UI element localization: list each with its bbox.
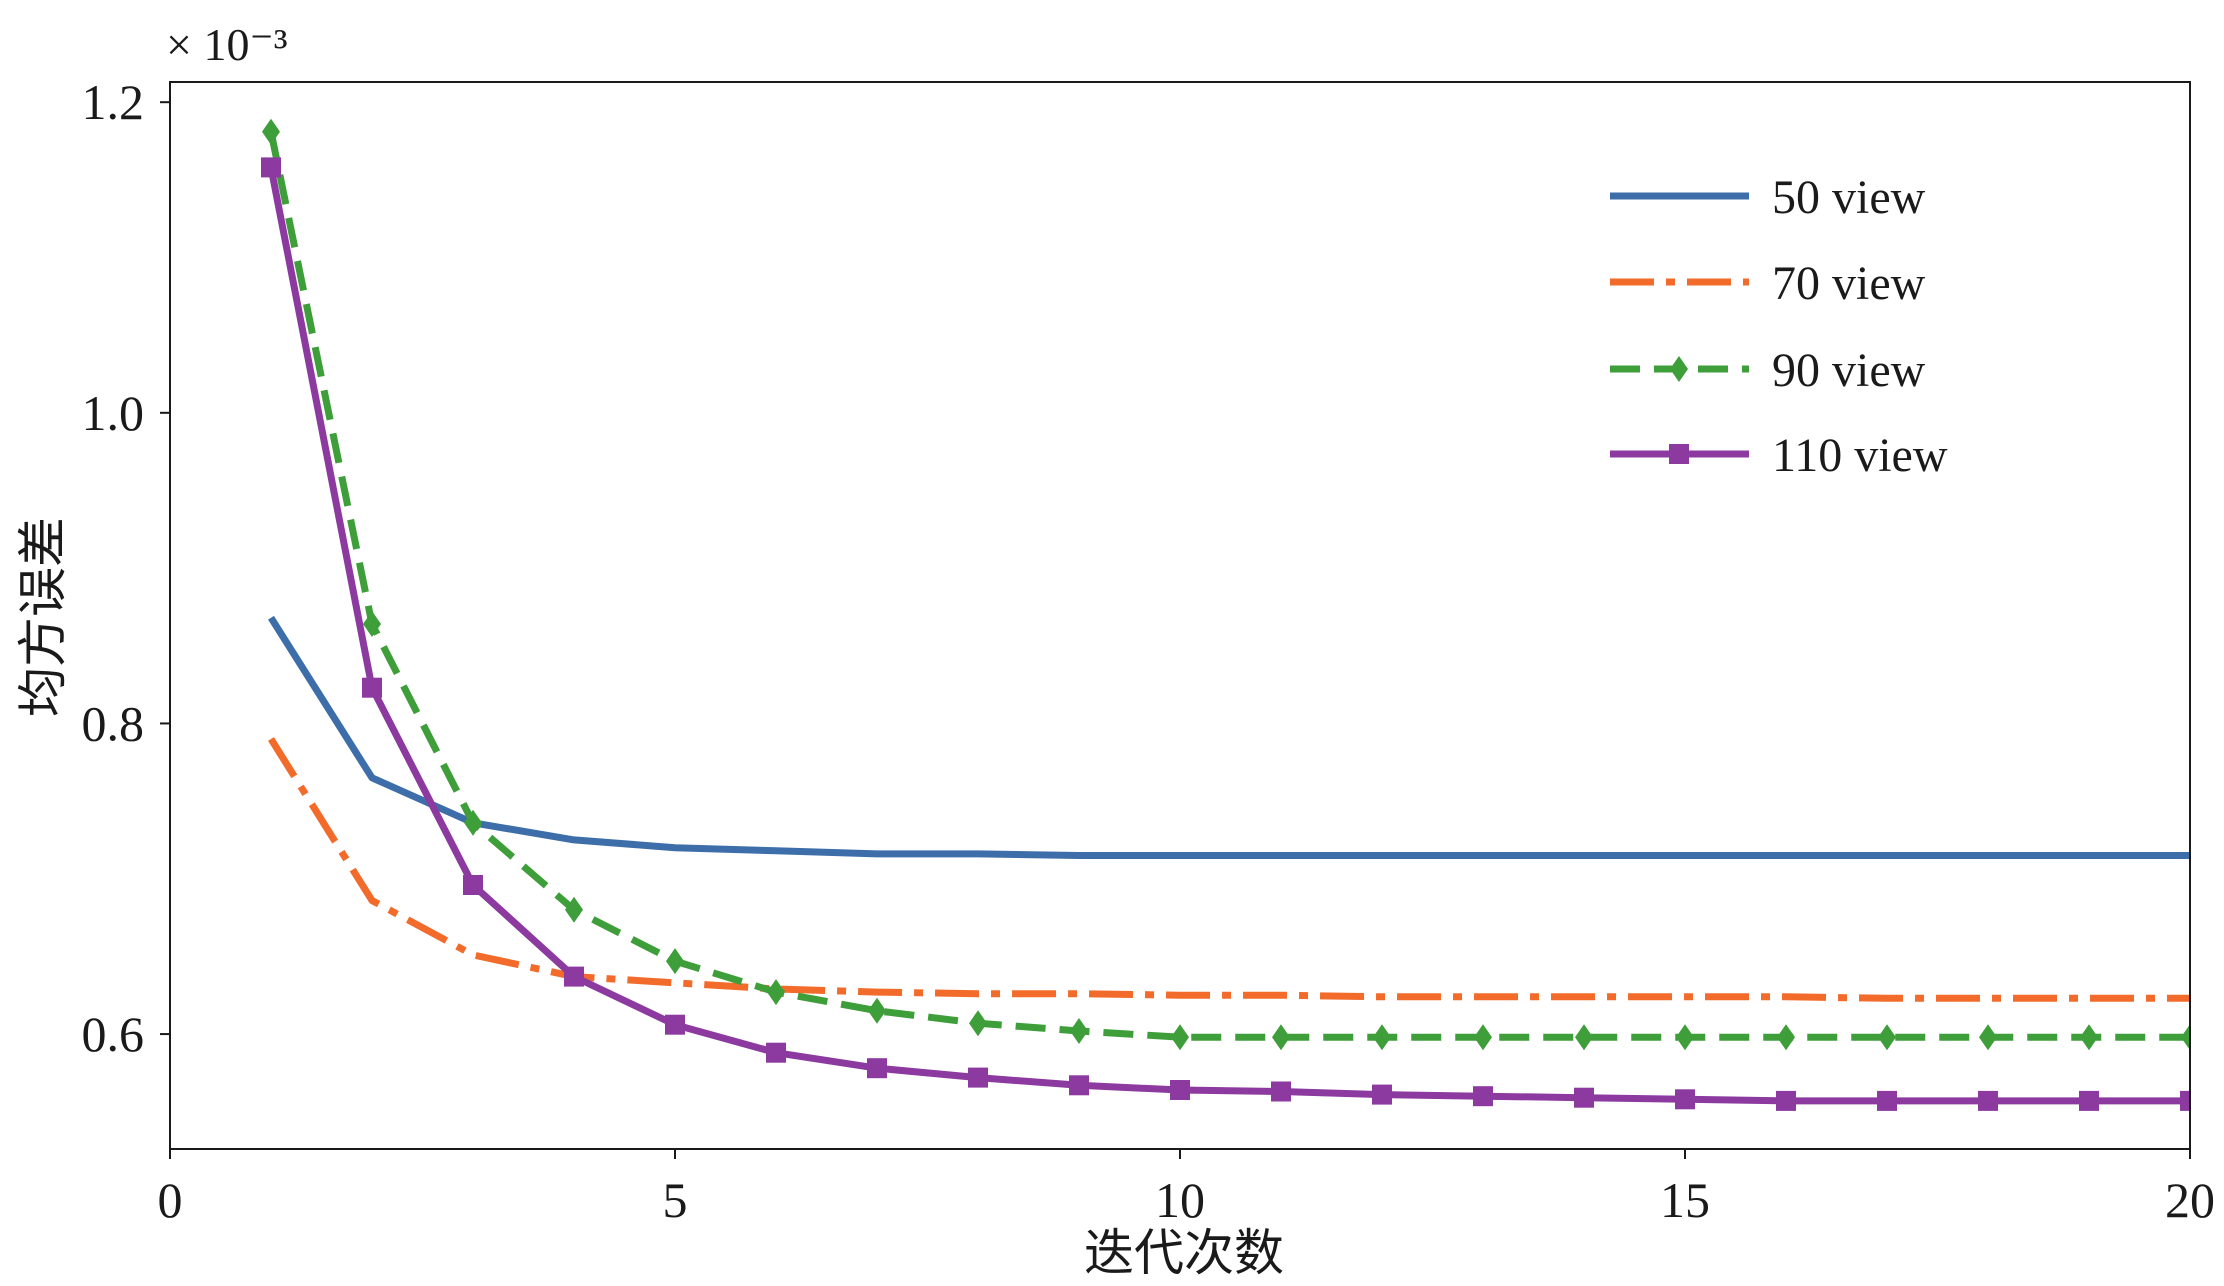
series-line-70-view: [268, 737, 2190, 1002]
x-tick-label: 0: [158, 1172, 183, 1228]
series-marker-90-view: [1070, 1018, 1088, 1044]
series-marker-110-view: [261, 157, 281, 178]
series-marker-90-view: [1676, 1024, 1694, 1051]
legend-label-90-view: 90 view: [1772, 344, 1926, 397]
series-marker-110-view: [463, 875, 483, 895]
y-scale-multiplier: × 10⁻³: [166, 19, 288, 70]
series-layer: [261, 118, 2190, 1111]
legend-entry-70-view: 70 view: [1610, 257, 1926, 310]
legend-entry-90-view: 90 view: [1610, 344, 1926, 397]
series-marker-110-view: [766, 1042, 786, 1063]
series-line-90-view: [267, 130, 2190, 1041]
series-marker-90-view: [1777, 1024, 1795, 1051]
series-marker-90-view: [363, 611, 381, 637]
legend-label-110-view: 110 view: [1772, 429, 1948, 482]
series-marker-110-view: [1271, 1081, 1291, 1102]
series-marker-110-view: [1877, 1090, 1897, 1111]
series-marker-90-view: [1373, 1024, 1391, 1051]
series-marker-110-view: [1170, 1080, 1190, 1100]
series-marker-110-view: [362, 677, 382, 698]
series-line-110-view: [267, 166, 2190, 1105]
series-marker-90-view: [2080, 1024, 2098, 1051]
series-marker-90-view: [1979, 1024, 1997, 1051]
legend-marker-diamond: [1670, 356, 1688, 382]
series-marker-90-view: [868, 997, 886, 1024]
series-marker-110-view: [968, 1067, 988, 1088]
series-marker-110-view: [665, 1014, 685, 1035]
series-marker-110-view: [564, 966, 584, 987]
axis-ticks: 0 5 10 15 20 0.6 0.8 1.0 1.2: [82, 74, 2216, 1228]
x-tick-label: 10: [1155, 1172, 1205, 1228]
series-marker-90-view: [1474, 1024, 1492, 1051]
series-marker-110-view: [1473, 1086, 1493, 1107]
series-marker-90-view: [666, 948, 684, 975]
series-marker-110-view: [1776, 1090, 1796, 1111]
series-marker-90-view: [1575, 1024, 1593, 1051]
series-marker-110-view: [1069, 1075, 1089, 1096]
series-marker-90-view: [1878, 1024, 1896, 1051]
legend-label-70-view: 70 view: [1772, 257, 1926, 310]
legend: 50 view 70 view 90 view 110 view: [1610, 171, 1948, 482]
series-marker-110-view: [867, 1058, 887, 1079]
series-marker-110-view: [1675, 1089, 1695, 1110]
series-marker-90-view: [1171, 1024, 1189, 1051]
y-tick-label: 1.2: [82, 74, 145, 130]
legend-label-50-view: 50 view: [1772, 171, 1926, 224]
plot-frame: [169, 81, 2191, 1150]
y-tick-label: 0.6: [82, 1006, 145, 1062]
series-marker-90-view: [767, 979, 785, 1006]
legend-entry-50-view: 50 view: [1610, 171, 1926, 224]
x-tick-label: 20: [2165, 1172, 2215, 1228]
x-tick-label: 5: [663, 1172, 688, 1228]
series-line-50-view: [268, 615, 2190, 859]
series-marker-90-view: [969, 1010, 987, 1037]
series-marker-90-view: [262, 118, 280, 145]
y-tick-label: 0.8: [82, 695, 145, 751]
series-marker-90-view: [464, 809, 482, 836]
legend-entry-110-view: 110 view: [1610, 429, 1948, 482]
x-axis-label: 迭代次数: [1084, 1225, 1284, 1281]
series-marker-90-view: [1272, 1024, 1290, 1051]
series-marker-110-view: [2180, 1090, 2190, 1111]
y-tick-label: 1.0: [82, 385, 145, 441]
legend-marker-square: [1669, 444, 1689, 464]
x-tick-label: 15: [1660, 1172, 1710, 1228]
series-marker-110-view: [2079, 1090, 2099, 1111]
series-marker-110-view: [1372, 1084, 1392, 1105]
series-marker-90-view: [2181, 1024, 2190, 1051]
series-marker-110-view: [1978, 1090, 1998, 1111]
series-marker-90-view: [565, 896, 583, 923]
series-marker-110-view: [1574, 1087, 1594, 1108]
y-axis-label: 均方误差: [15, 517, 71, 717]
